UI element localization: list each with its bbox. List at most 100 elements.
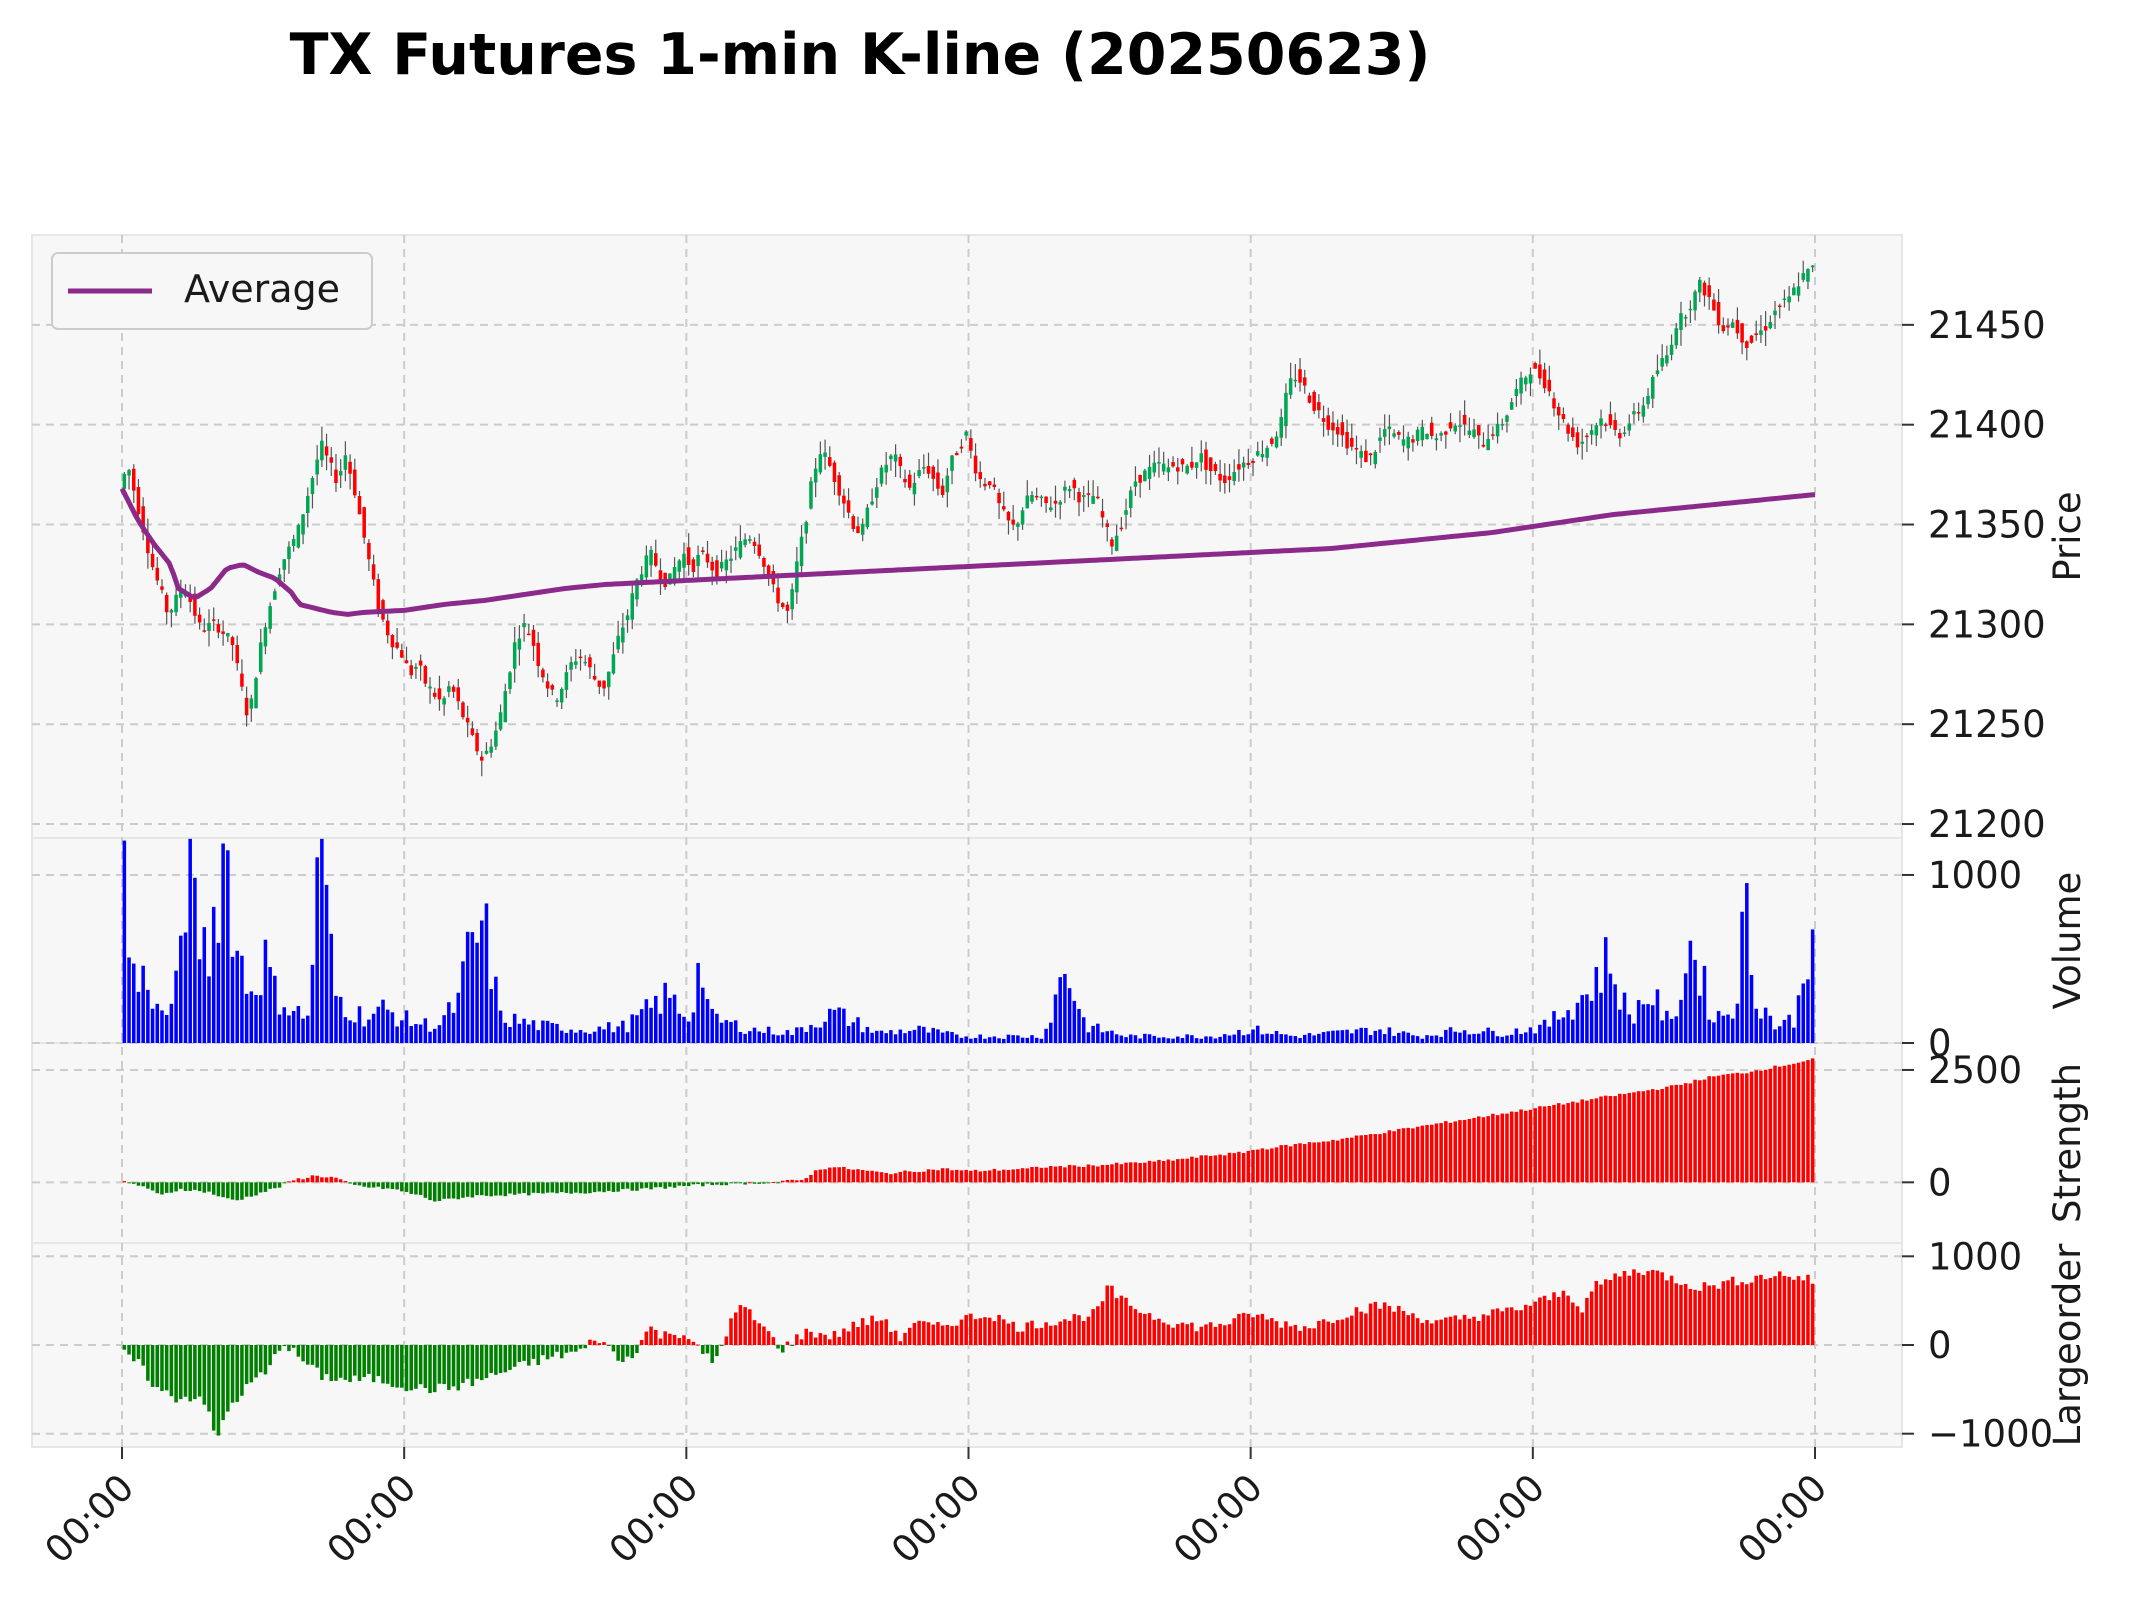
candle-body bbox=[1025, 495, 1030, 509]
volume-bar bbox=[780, 1034, 785, 1043]
strength-bar bbox=[371, 1182, 376, 1188]
largeorder-bar bbox=[324, 1345, 329, 1375]
volume-bar bbox=[616, 1026, 620, 1043]
largeorder-bar bbox=[1096, 1306, 1100, 1345]
strength-bar bbox=[1049, 1165, 1053, 1183]
volume-bar bbox=[385, 1009, 390, 1043]
volume-bar bbox=[348, 1020, 352, 1043]
volume-bar bbox=[785, 1030, 790, 1043]
volume-bar bbox=[790, 1035, 794, 1043]
largeorder-bar bbox=[1241, 1312, 1246, 1345]
candle-body bbox=[362, 507, 366, 538]
candle-body bbox=[1237, 464, 1241, 470]
strength-bar bbox=[296, 1178, 301, 1183]
volume-bar bbox=[1171, 1038, 1175, 1043]
candle-body bbox=[550, 685, 555, 690]
strength-bar bbox=[987, 1170, 992, 1183]
volume-bar bbox=[682, 1016, 686, 1043]
largeorder-bar bbox=[381, 1345, 385, 1384]
strength-bar bbox=[701, 1182, 705, 1187]
largeorder-bar bbox=[1232, 1318, 1236, 1345]
strength-bar bbox=[1077, 1166, 1081, 1183]
candle-body bbox=[1439, 433, 1443, 436]
strength-bar bbox=[940, 1168, 945, 1183]
strength-bar bbox=[1350, 1137, 1354, 1183]
strength-bar bbox=[1453, 1121, 1458, 1183]
candle-body bbox=[992, 484, 997, 488]
candle-body bbox=[1020, 510, 1025, 525]
volume-bar bbox=[1368, 1035, 1373, 1043]
candle-body bbox=[400, 650, 404, 658]
volume-bar bbox=[428, 1031, 432, 1043]
volume-bar bbox=[705, 999, 710, 1043]
volume-bar bbox=[390, 1012, 395, 1043]
candle-body bbox=[1481, 444, 1486, 447]
volume-bar bbox=[1105, 1031, 1109, 1043]
candle-body bbox=[489, 746, 493, 753]
volume-bar bbox=[954, 1034, 959, 1043]
candle-body bbox=[559, 688, 564, 703]
candle-body bbox=[1110, 539, 1114, 547]
volume-bar bbox=[1011, 1035, 1015, 1043]
largeorder-bar bbox=[1411, 1313, 1415, 1345]
largeorder-bar bbox=[1157, 1318, 1161, 1345]
volume-bar bbox=[1077, 1008, 1081, 1043]
candle-body bbox=[1566, 424, 1570, 434]
strength-bar bbox=[748, 1182, 752, 1184]
largeorder-bar bbox=[1166, 1324, 1171, 1345]
candle-body bbox=[367, 542, 371, 560]
largeorder-bar bbox=[503, 1345, 508, 1373]
candle-body bbox=[545, 681, 550, 689]
volume-bar bbox=[1265, 1033, 1269, 1043]
candle-body bbox=[555, 700, 559, 703]
candle-body bbox=[597, 680, 602, 687]
volume-bar bbox=[494, 976, 498, 1043]
largeorder-bar bbox=[1552, 1292, 1556, 1345]
largeorder-bar bbox=[1660, 1272, 1664, 1345]
volume-bar bbox=[456, 992, 461, 1043]
volume-bar bbox=[310, 964, 315, 1043]
strength-bar bbox=[1782, 1065, 1787, 1183]
x-tick-label: 00:00 bbox=[1730, 1466, 1836, 1572]
largeorder-bar bbox=[898, 1341, 903, 1345]
volume-bar bbox=[1223, 1034, 1227, 1043]
candle-body bbox=[592, 675, 597, 680]
candle-body bbox=[150, 553, 155, 568]
strength-bar bbox=[719, 1182, 724, 1186]
volume-bar bbox=[1002, 1038, 1006, 1043]
strength-bar bbox=[597, 1182, 602, 1192]
candle-body bbox=[442, 698, 446, 705]
volume-bar bbox=[1392, 1035, 1396, 1043]
largeorder-bar bbox=[465, 1345, 470, 1379]
candle-body bbox=[1406, 436, 1410, 449]
candle-body bbox=[639, 574, 644, 584]
strength-bar bbox=[879, 1172, 884, 1183]
candle-body bbox=[1331, 422, 1335, 431]
largeorder-bar bbox=[1053, 1325, 1058, 1345]
volume-bar bbox=[625, 1032, 630, 1043]
candle-body bbox=[785, 604, 790, 611]
strength-bar bbox=[954, 1169, 959, 1183]
largeorder-bars bbox=[122, 1269, 1815, 1436]
candle-body bbox=[1138, 475, 1142, 483]
largeorder-bar bbox=[263, 1345, 268, 1375]
strength-bar bbox=[1693, 1079, 1697, 1183]
candle-body bbox=[1350, 437, 1354, 447]
strength-bar bbox=[1462, 1119, 1467, 1183]
strength-bar bbox=[1091, 1165, 1095, 1183]
strength-bar bbox=[1190, 1156, 1194, 1183]
strength-bar bbox=[790, 1179, 794, 1183]
largeorder-bar bbox=[371, 1345, 376, 1383]
candle-body bbox=[1190, 461, 1194, 468]
candle-body bbox=[950, 455, 954, 471]
largeorder-bar bbox=[1434, 1320, 1439, 1345]
candle-body bbox=[973, 455, 978, 474]
candle-body bbox=[917, 470, 921, 477]
volume-bar bbox=[211, 906, 216, 1043]
volume-bar bbox=[1646, 1004, 1650, 1043]
largeorder-bar bbox=[376, 1345, 381, 1377]
largeorder-bar bbox=[226, 1345, 230, 1412]
volume-bar bbox=[1632, 1023, 1636, 1043]
strength-bar bbox=[1096, 1166, 1100, 1183]
y-axis-label-largeorder: Largeorder bbox=[2046, 1243, 2089, 1447]
